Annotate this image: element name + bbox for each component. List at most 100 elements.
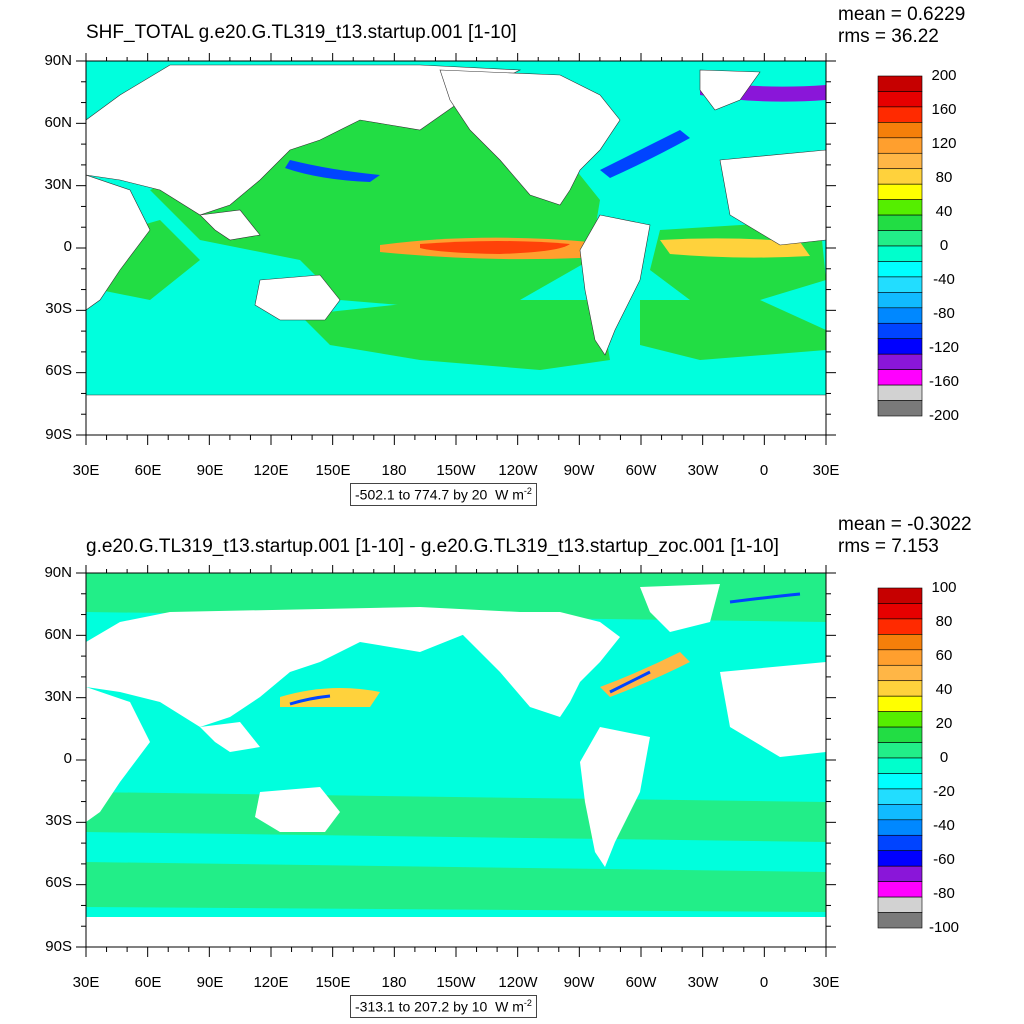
lon-label: 90E	[196, 462, 224, 479]
colorbar-swatch	[877, 75, 923, 92]
lat-label: 30N	[44, 176, 72, 193]
lon-label: 0	[759, 974, 769, 991]
colorbar-swatch	[877, 664, 923, 682]
colorbar-swatch	[877, 369, 923, 386]
contour-info-box: -313.1 to 207.2 by 10 W m-2	[350, 995, 537, 1018]
lat-label: 90N	[44, 52, 72, 69]
india-land	[200, 722, 260, 752]
colorbar-label: 60	[935, 647, 953, 664]
colorbar-swatch	[877, 400, 923, 417]
positive-flux-region	[640, 300, 826, 360]
colorbar-label: -20	[933, 783, 955, 800]
lon-label: 120W	[498, 974, 538, 991]
colorbar-swatch	[877, 106, 923, 123]
lat-label: 90S	[45, 426, 72, 443]
lon-label: 60E	[134, 974, 162, 991]
colorbar-swatch	[877, 773, 923, 790]
colorbar-swatch	[877, 819, 923, 836]
colorbar-label: -60	[933, 851, 955, 868]
lon-label: 150E	[315, 462, 351, 479]
colorbar-label: 80	[935, 613, 953, 630]
axis-ticks	[76, 53, 836, 445]
colorbar-swatch	[877, 292, 923, 309]
colorbar-label: 100	[931, 579, 957, 596]
colorbar-label: -120	[928, 339, 960, 356]
contour-range-text: -502.1 to 774.7 by 20	[355, 486, 488, 503]
colorbar-swatch	[877, 214, 923, 231]
units-text: W m	[495, 486, 524, 503]
gulf-stream-negative	[609, 670, 651, 694]
colorbar-swatch	[877, 168, 923, 185]
colorbar-swatch	[877, 587, 923, 604]
rms-value: rms = 36.22	[838, 26, 939, 47]
units-exponent: -2	[523, 998, 532, 1008]
australia-land	[255, 787, 340, 832]
positive-flux-region	[300, 300, 610, 370]
colorbar-label: -80	[933, 305, 955, 322]
colorbar-label: 40	[935, 681, 953, 698]
lon-label: 30E	[72, 462, 100, 479]
greenland-land	[699, 69, 761, 111]
lon-label: 90E	[196, 974, 224, 991]
units-exponent: -2	[523, 486, 532, 496]
lat-label: 30S	[45, 300, 72, 317]
map-title: g.e20.G.TL319_t13.startup.001 [1-10] - g…	[86, 536, 779, 557]
mean-value: mean = -0.3022	[838, 514, 972, 535]
colorbar-swatch	[877, 137, 923, 154]
colorbar-label: -40	[933, 271, 955, 288]
kuroshio-negative	[285, 160, 380, 182]
lat-label: 90N	[44, 564, 72, 581]
colorbar-swatch	[877, 695, 923, 712]
colorbar-label: 40	[935, 203, 953, 220]
lon-label: 30E	[812, 974, 840, 991]
colorbar-swatch	[877, 788, 923, 805]
arctic-negative	[729, 592, 801, 604]
lon-label: 150W	[436, 974, 476, 991]
lon-label: 0	[759, 462, 769, 479]
colorbar-swatch	[877, 152, 923, 170]
map-panel-top: SHF_TOTAL g.e20.G.TL319_t13.startup.001 …	[44, 4, 965, 506]
colorbar-swatch	[877, 804, 923, 821]
map-panel-bottom: g.e20.G.TL319_t13.startup.001 [1-10] - g…	[0, 512, 1024, 1024]
lon-label: 180	[381, 974, 407, 991]
lon-label: 90W	[563, 462, 595, 479]
colorbar-swatch	[877, 603, 923, 620]
north-america-land	[440, 612, 620, 717]
lon-label: 30W	[687, 462, 719, 479]
colorbar-swatch	[877, 757, 923, 774]
lat-label: 90S	[45, 938, 72, 955]
colorbar-swatch	[877, 649, 923, 666]
lat-label: 0	[63, 238, 72, 255]
map-title: SHF_TOTAL g.e20.G.TL319_t13.startup.001 …	[86, 22, 517, 43]
colorbar-swatch	[877, 634, 923, 651]
lat-label: 30N	[44, 688, 72, 705]
colorbar-swatch	[877, 353, 923, 370]
gulf-stream-negative	[600, 130, 690, 178]
colorbar-swatch	[877, 276, 923, 293]
atlantic-warm-band	[660, 238, 810, 258]
colorbar-swatch	[877, 245, 923, 262]
colorbar-label: 0	[939, 237, 949, 254]
lon-label: 120E	[253, 974, 289, 991]
map-canvas	[76, 565, 923, 957]
kuroshio-negative	[289, 694, 331, 706]
axis-ticks	[76, 565, 836, 957]
colorbar-label: 120	[931, 135, 957, 152]
colorbar-swatch	[877, 742, 923, 759]
lat-label: 0	[63, 750, 72, 767]
lat-label: 60N	[44, 114, 72, 131]
contour-info-box: -502.1 to 774.7 by 20 W m-2	[350, 483, 537, 506]
lon-label: 120W	[498, 462, 538, 479]
south-america-land	[579, 214, 651, 356]
units-text: W m	[495, 998, 524, 1015]
lon-label: 60W	[625, 974, 657, 991]
contour-range-text: -313.1 to 207.2 by 10	[355, 998, 488, 1015]
colorbar-swatch	[877, 338, 923, 355]
lon-label: 120E	[253, 462, 289, 479]
colorbar-swatch	[877, 896, 923, 913]
colorbar-label: 200	[931, 67, 957, 84]
africa-east-land	[719, 149, 826, 246]
lat-label: 60N	[44, 626, 72, 643]
lon-label: 60E	[134, 462, 162, 479]
colorbar-swatch	[877, 91, 923, 108]
